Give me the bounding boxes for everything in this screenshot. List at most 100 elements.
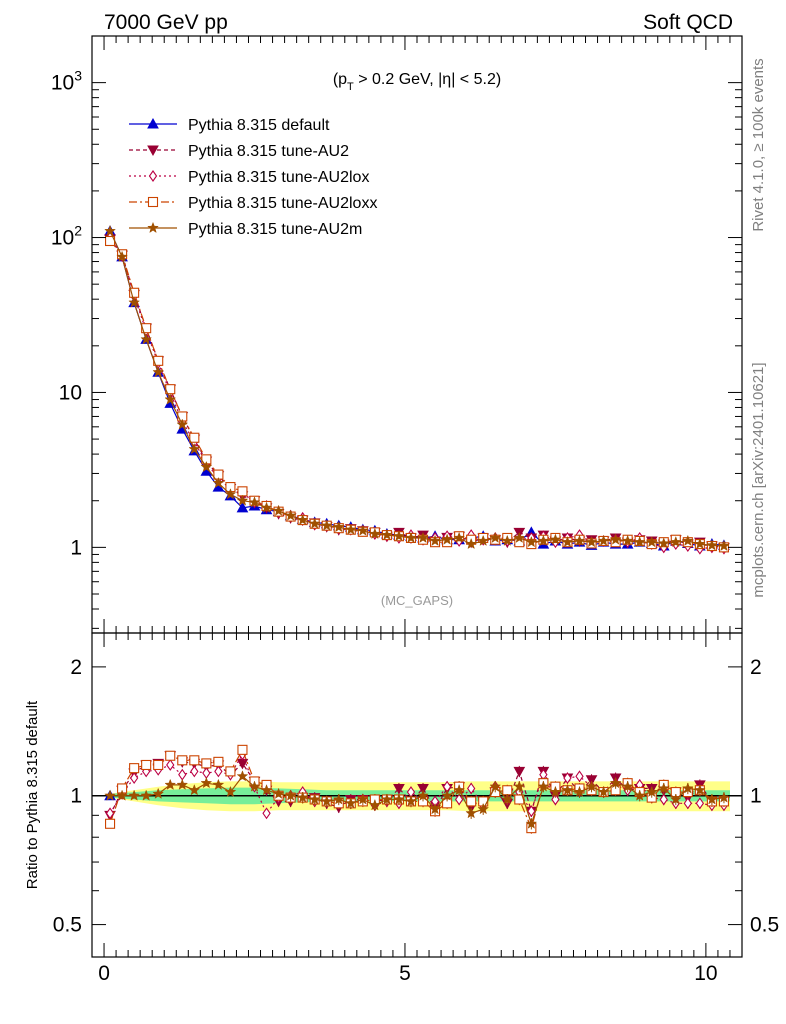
y-tick-label-right: 0.5 [750, 914, 779, 937]
data-point [453, 784, 466, 796]
data-point [116, 250, 129, 262]
y-tick-label: 0.5 [53, 914, 82, 937]
data-point [308, 793, 321, 805]
data-point [201, 758, 212, 769]
data-point [356, 793, 369, 805]
data-point [659, 793, 668, 806]
legend-marker [147, 117, 159, 129]
data-point [164, 393, 177, 405]
data-point [189, 432, 200, 443]
data-point [621, 780, 634, 792]
data-point [597, 785, 610, 798]
legend-item-pythia-8-315-tune-au2: Pythia 8.315 tune-AU2 [129, 143, 349, 160]
data-point [177, 755, 188, 766]
data-point [380, 528, 393, 541]
data-point [405, 795, 417, 807]
data-point [417, 783, 429, 795]
data-point [645, 535, 658, 548]
data-point [165, 750, 176, 761]
data-point [417, 789, 429, 801]
ratio-y-axis: 0.5 0.5 1 1 2 2 [53, 656, 779, 937]
rivet-label: Rivet 4.1.0, ≥ 100k events [750, 58, 767, 231]
series-line [110, 775, 724, 826]
y-tick-label: 1 [70, 536, 82, 559]
data-point [189, 755, 200, 766]
data-point [441, 789, 454, 801]
ratio-panel: 0.5 0.5 1 1 2 2 0 5 10 Ratio to Pythia 8.315 de… [24, 632, 779, 985]
data-point [200, 776, 213, 789]
legend-item-pythia-8-315-tune-au2loxx: Pythia 8.315 tune-AU2loxx [129, 195, 377, 212]
data-point [563, 772, 572, 784]
data-point [202, 767, 211, 779]
main-y-axis: 1 10 102 103 [51, 35, 742, 633]
data-point [188, 443, 201, 455]
main-panel: 1 10 102 103 (pT > 0.2 GeV, |η| < 5.2) (MC_… [51, 35, 743, 634]
data-point [260, 784, 273, 796]
data-point [609, 533, 622, 545]
data-point [466, 782, 476, 795]
data-point [356, 524, 369, 536]
data-point [657, 782, 670, 794]
data-point [308, 517, 321, 529]
legend-marker [147, 196, 159, 208]
data-point [272, 787, 285, 799]
data-point [633, 535, 646, 548]
mcplots-label: mcplots.cern.ch [arXiv:2401.10621] [750, 362, 767, 597]
data-point [393, 530, 405, 542]
data-point [344, 523, 357, 535]
data-point [513, 766, 526, 778]
x-tick-label: 5 [399, 962, 411, 985]
data-point [693, 537, 706, 550]
data-point [190, 765, 199, 778]
data-point [176, 778, 189, 790]
data-point [176, 418, 189, 430]
series-line [109, 755, 724, 816]
series-pythia-8-315-tune-au2 [104, 234, 730, 554]
data-point [525, 535, 538, 548]
data-point [152, 366, 165, 378]
data-point [225, 766, 236, 777]
data-point [466, 796, 477, 807]
data-point [200, 460, 213, 473]
data-point [609, 776, 622, 789]
series-line [109, 230, 724, 547]
data-point [368, 527, 381, 540]
data-point [513, 780, 526, 792]
data-point [129, 772, 139, 784]
data-point [454, 793, 464, 806]
data-point [705, 793, 718, 805]
data-point [320, 519, 333, 531]
data-point [718, 539, 730, 552]
data-point [152, 787, 165, 799]
y-tick-label-right: 2 [750, 656, 762, 679]
x-tick-label: 0 [98, 962, 110, 985]
header-right: Soft QCD [643, 11, 733, 34]
data-point [224, 785, 237, 798]
data-point [393, 793, 405, 805]
y-tick-label: 10 [59, 381, 82, 404]
data-point [453, 531, 466, 543]
data-point [237, 744, 248, 755]
data-point [129, 763, 140, 774]
data-point [224, 488, 237, 500]
data-point [513, 531, 526, 543]
data-point [128, 296, 141, 308]
data-point [489, 531, 502, 543]
series-line [109, 240, 724, 548]
data-point [573, 785, 586, 798]
data-point [549, 533, 562, 545]
data-point [105, 818, 116, 829]
legend-label: Pythia 8.315 tune-AU2loxx [188, 195, 377, 212]
data-point [332, 793, 345, 805]
data-point [477, 534, 490, 546]
data-point [669, 793, 682, 805]
y-tick-label: 103 [51, 68, 82, 95]
data-point [272, 504, 285, 516]
data-point [537, 534, 550, 546]
y-tick-label: 102 [51, 223, 82, 250]
data-point [236, 501, 249, 513]
data-point [597, 534, 610, 546]
series-line [109, 238, 724, 548]
data-point [417, 531, 429, 543]
